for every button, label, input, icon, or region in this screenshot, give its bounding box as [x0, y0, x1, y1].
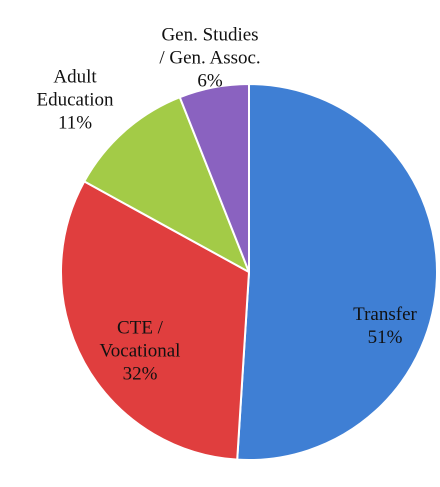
pie-slice [83, 96, 250, 273]
pie-slice [178, 83, 250, 273]
value-label: 51% [367, 327, 403, 348]
category-label: CTE / Vocational [99, 317, 181, 362]
value-label: 32% [122, 363, 158, 385]
pie-slice [60, 180, 250, 461]
slice-label: Adult Education 11% [36, 66, 113, 135]
category-label: Adult Education [36, 66, 114, 111]
value-label: 6% [197, 70, 223, 92]
slice-label: Gen. Studies / Gen. Assoc. 6% [159, 24, 260, 93]
slice-label: CTE / Vocational 32% [100, 317, 181, 386]
category-label: Transfer [353, 304, 417, 325]
pie-slice [236, 83, 438, 461]
category-label: Gen. Studies / Gen. Assoc. [159, 24, 261, 69]
slice-label: Transfer 51% [353, 303, 417, 349]
value-label: 11% [57, 112, 93, 134]
